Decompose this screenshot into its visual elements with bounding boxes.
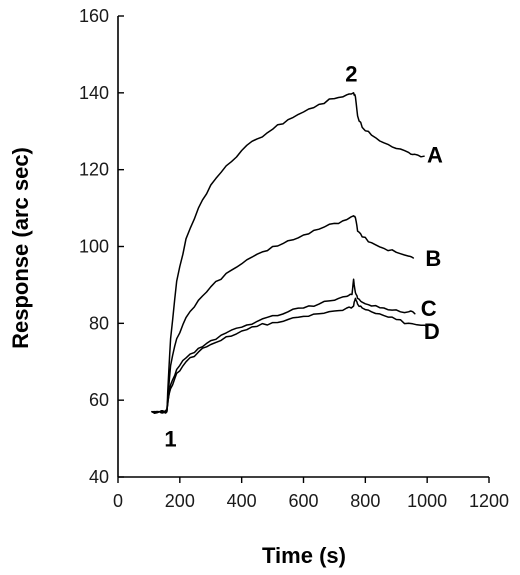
series-line-b	[151, 215, 415, 414]
y-tick-label: 40	[89, 467, 109, 487]
series-layer	[151, 92, 428, 414]
annotation-label: 1	[164, 427, 176, 452]
y-tick-label: 160	[79, 6, 109, 26]
y-ticks: 40 60 80 100 120 140 160	[79, 6, 124, 487]
x-tick-label: 1200	[469, 491, 509, 511]
annotation-label: D	[424, 319, 440, 344]
y-tick-label: 80	[89, 313, 109, 333]
y-tick-label: 140	[79, 83, 109, 103]
annotation-label: B	[425, 246, 441, 271]
y-axis-title: Response (arc sec)	[8, 147, 33, 349]
annotations: 1 2 A BCD	[164, 62, 443, 452]
x-tick-label: 600	[288, 491, 318, 511]
x-tick-label: 1000	[407, 491, 447, 511]
series-line-a	[151, 92, 425, 414]
annotation-label: A	[427, 142, 443, 167]
x-tick-label: 200	[165, 491, 195, 511]
x-tick-label: 400	[227, 491, 257, 511]
x-tick-label: 800	[350, 491, 380, 511]
x-ticks: 0 200 400 600 800 1000 1200	[113, 477, 509, 511]
x-axis-title: Time (s)	[262, 543, 346, 568]
series-line-c	[151, 278, 416, 414]
series-line-d	[151, 297, 428, 414]
y-tick-label: 120	[79, 160, 109, 180]
annotation-label: C	[421, 296, 437, 321]
x-tick-label: 0	[113, 491, 123, 511]
y-tick-label: 100	[79, 237, 109, 257]
y-tick-label: 60	[89, 390, 109, 410]
annotation-label: 2	[345, 62, 357, 87]
